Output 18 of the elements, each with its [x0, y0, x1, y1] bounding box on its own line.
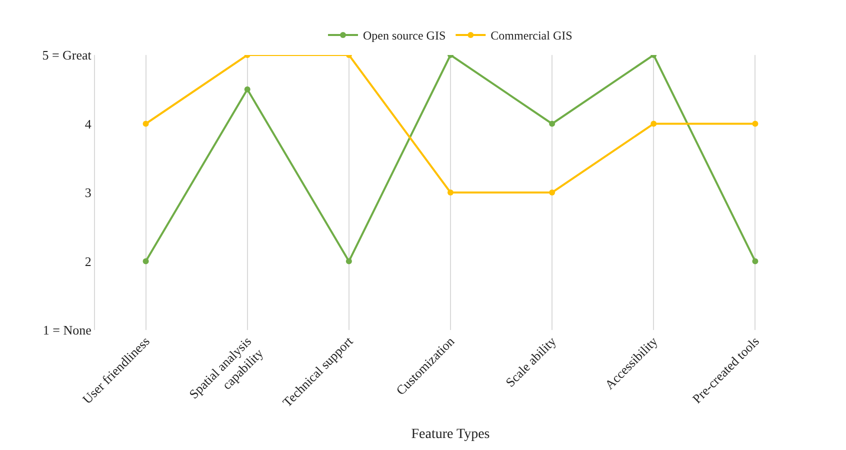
point — [650, 120, 657, 127]
point — [752, 120, 758, 127]
y-tick-label: 5 = Great — [42, 48, 92, 63]
legend-label: Commercial GIS — [490, 28, 572, 43]
point — [752, 258, 758, 264]
legend-label: Open source GIS — [363, 28, 446, 43]
point — [448, 190, 454, 196]
point — [346, 258, 352, 264]
point — [142, 258, 149, 264]
y-tick-label: 1 = None — [42, 322, 92, 338]
y-tick-label: 2 — [84, 254, 92, 269]
y-tick-label: 4 — [84, 116, 92, 132]
point — [142, 120, 149, 127]
point — [549, 120, 556, 127]
x-axis-title: Feature Types — [411, 426, 490, 442]
point — [549, 190, 556, 196]
y-tick-label: 3 — [84, 185, 92, 200]
point — [244, 86, 250, 92]
